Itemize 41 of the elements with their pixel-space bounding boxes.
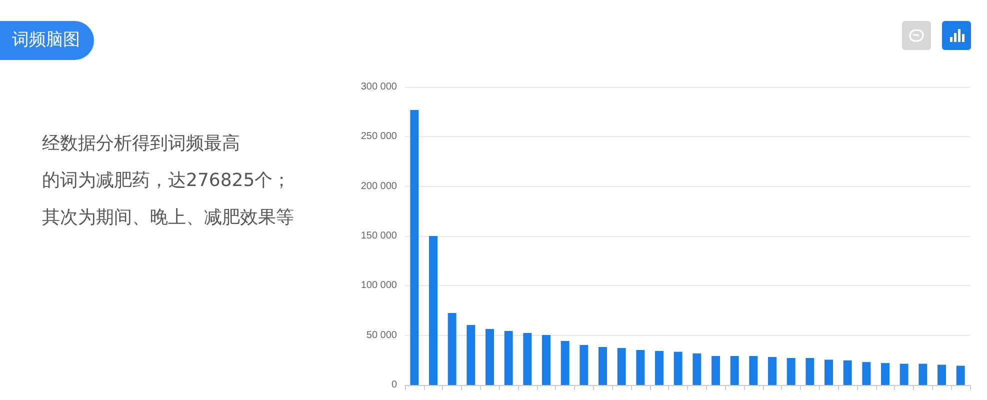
- bar: [918, 364, 928, 385]
- bar: [900, 364, 908, 385]
- y-tick-label: 250 000: [360, 131, 398, 142]
- bar: [560, 340, 570, 385]
- bar: [712, 356, 720, 385]
- bar: [786, 358, 796, 385]
- y-tick-label: 200 000: [360, 180, 398, 192]
- y-tick-label: 0: [391, 380, 398, 390]
- bar: [504, 330, 513, 385]
- bar: [448, 312, 456, 385]
- text: 经数据分析得到词频最高: [42, 132, 241, 156]
- bar: [486, 328, 494, 385]
- bar: [542, 335, 550, 385]
- bar: [881, 363, 890, 385]
- bar: [655, 351, 664, 385]
- bar: [956, 366, 965, 385]
- bar: [636, 350, 645, 385]
- bar: [692, 353, 702, 385]
- bar: [730, 356, 739, 385]
- text: 的词为减肥药，达276825个；: [42, 169, 292, 193]
- bar: [843, 360, 852, 385]
- bar: [674, 352, 682, 385]
- bar: [938, 364, 946, 385]
- bar: [580, 344, 588, 385]
- bar: [749, 356, 758, 385]
- bar: [410, 110, 419, 385]
- y-tick-label: 300 000: [360, 82, 398, 92]
- bar: [617, 348, 626, 385]
- bar: [824, 360, 833, 385]
- y-tick-label: 100 000: [360, 280, 398, 292]
- bar: [523, 332, 532, 385]
- bar: [768, 356, 776, 385]
- bar: [429, 236, 438, 385]
- bar: [598, 346, 607, 385]
- text: 其次为期间、晚上、减肥效果等: [42, 206, 294, 230]
- text: 词频脑图: [0, 21, 94, 60]
- bar: [806, 358, 814, 385]
- y-tick-label: 150 000: [360, 230, 398, 242]
- bar: [466, 325, 476, 385]
- bar: [862, 362, 871, 385]
- y-tick-label: 50 000: [366, 330, 398, 341]
